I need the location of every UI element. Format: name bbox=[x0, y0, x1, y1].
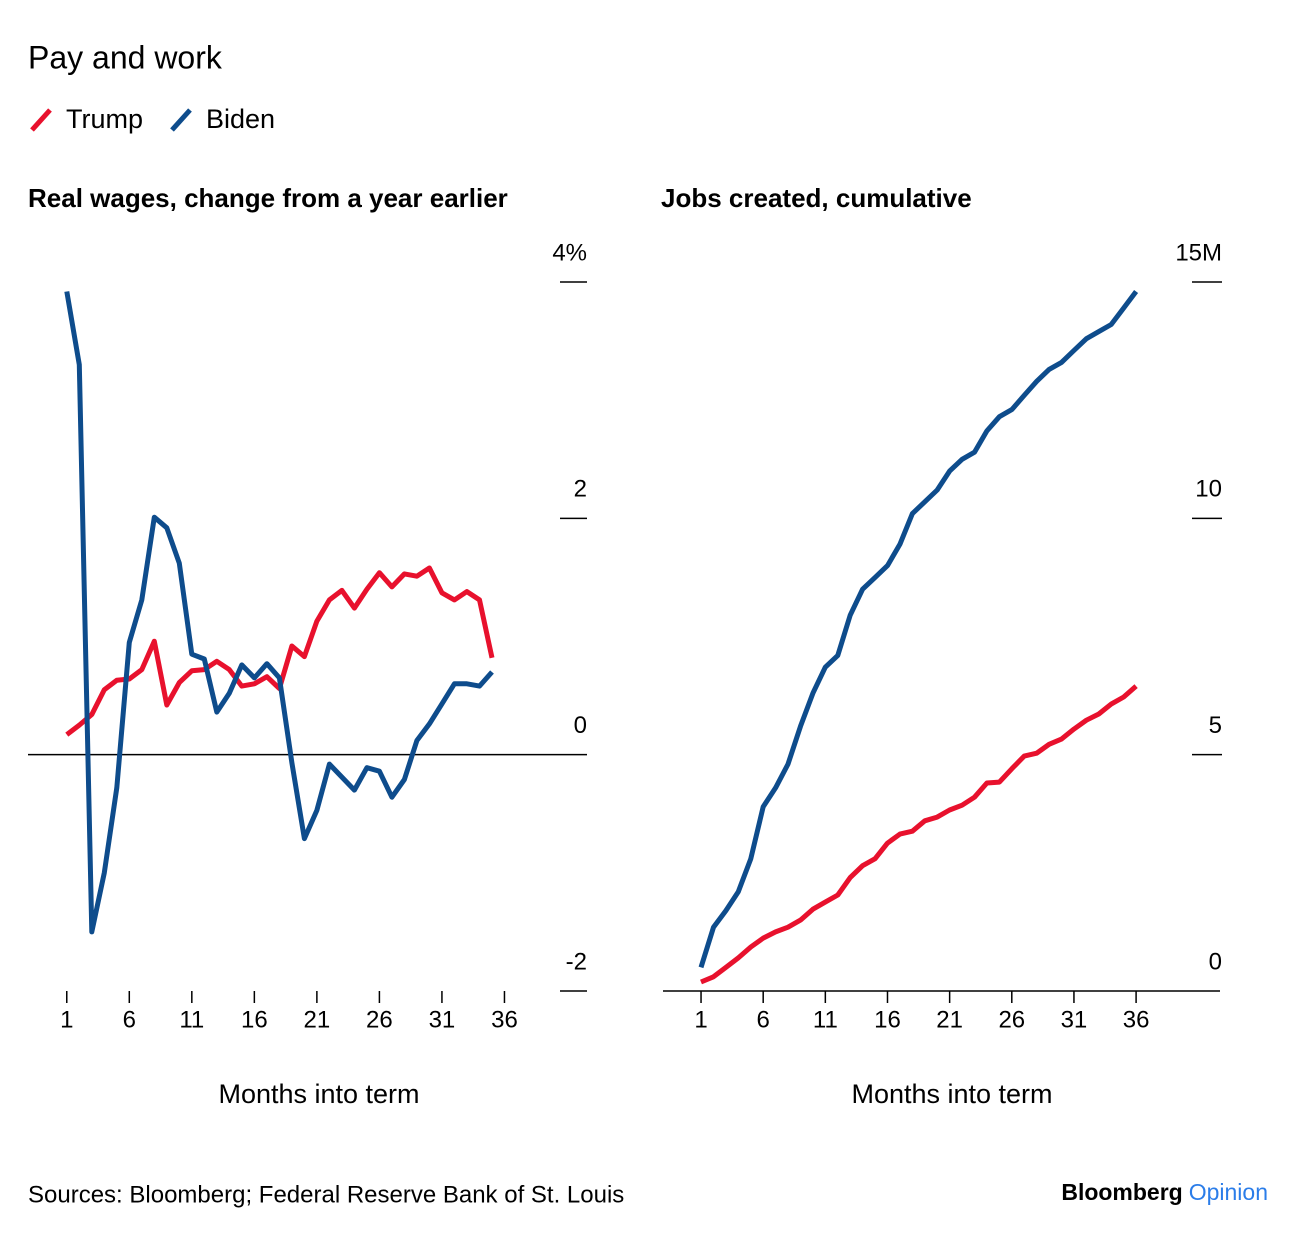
legend-swatch bbox=[170, 108, 192, 132]
x-tick-label: 31 bbox=[1061, 1006, 1088, 1033]
y-tick-label: -2 bbox=[566, 948, 587, 975]
x-tick-label: 6 bbox=[123, 1006, 136, 1033]
x-tick-label: 16 bbox=[241, 1006, 268, 1033]
legend-swatch bbox=[30, 108, 52, 132]
x-tick-label: 26 bbox=[366, 1006, 393, 1033]
brand-suffix: Opinion bbox=[1189, 1179, 1268, 1205]
y-tick-label: 15M bbox=[1175, 239, 1222, 266]
x-axis-label: Months into term bbox=[218, 1079, 419, 1109]
x-axis-label: Months into term bbox=[851, 1079, 1052, 1109]
chart-title: Jobs created, cumulative bbox=[661, 183, 972, 213]
x-tick-label: 36 bbox=[491, 1006, 518, 1033]
legend-label: Trump bbox=[66, 104, 143, 134]
x-tick-label: 31 bbox=[429, 1006, 456, 1033]
brand-name: Bloomberg bbox=[1061, 1179, 1182, 1205]
y-tick-label: 4% bbox=[552, 239, 587, 266]
x-tick-label: 1 bbox=[694, 1006, 707, 1033]
legend-label: Biden bbox=[206, 104, 275, 134]
title: Pay and work bbox=[28, 39, 223, 75]
x-tick-label: 11 bbox=[813, 1006, 838, 1033]
x-tick-label: 16 bbox=[874, 1006, 901, 1033]
x-tick-label: 11 bbox=[179, 1006, 204, 1033]
source: Sources: Bloomberg; Federal Reserve Bank… bbox=[28, 1181, 624, 1208]
y-tick-label: 0 bbox=[574, 712, 587, 739]
y-tick-label: 10 bbox=[1195, 476, 1222, 503]
line-series bbox=[64, 291, 494, 935]
brand: Bloomberg Opinion bbox=[1061, 1179, 1268, 1205]
y-tick-label: 2 bbox=[574, 476, 587, 503]
x-tick-label: 36 bbox=[1123, 1006, 1150, 1033]
x-tick-label: 21 bbox=[304, 1006, 331, 1033]
y-tick-label: 0 bbox=[1209, 948, 1222, 975]
x-tick-label: 1 bbox=[60, 1006, 73, 1033]
chart-title: Real wages, change from a year earlier bbox=[28, 183, 508, 213]
line-series bbox=[700, 684, 1138, 985]
line-series bbox=[698, 289, 1139, 969]
y-tick-label: 5 bbox=[1209, 712, 1222, 739]
x-tick-label: 21 bbox=[936, 1006, 963, 1033]
x-tick-label: 26 bbox=[998, 1006, 1025, 1033]
x-tick-label: 6 bbox=[757, 1006, 770, 1033]
